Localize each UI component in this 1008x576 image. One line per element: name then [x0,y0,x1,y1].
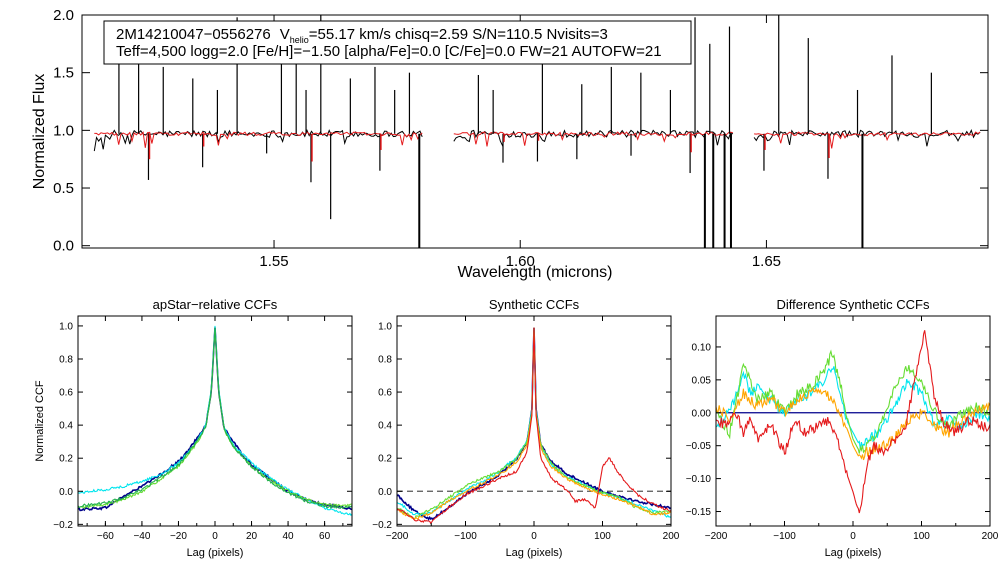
apstar-ccf-xtick-label: −20 [170,531,187,542]
info-line-1: 2M14210047−0556276 Vhelio=55.17 km/s chis… [116,26,608,45]
difference-ccf-xtick-label: 200 [982,531,999,542]
difference-ccf-axes-frame [715,315,991,527]
spectrum-ytick-label: 0.0 [53,238,74,255]
apstar-ccf-series-visit-3 [78,327,352,510]
synthetic-ccf-xtick-label: 100 [594,531,611,542]
spectrum-axes-frame [81,14,989,249]
spectrum-model-chip-3 [754,131,981,149]
synthetic-ccf-ytick-label: 0.2 [378,454,392,465]
spectrum-info-box: 2M14210047−0556276 Vhelio=55.17 km/s chis… [103,20,692,65]
synthetic-ccf-ytick-label: 0.8 [378,354,392,365]
difference-ccf-series-visit-4 [716,330,990,514]
apstar-ccf-ytick-label: 0.4 [59,421,73,432]
info-star-id: 2M14210047−0556276 [116,26,271,43]
difference-ccf-ytick-label: 0.10 [692,342,712,353]
synthetic-ccf-xtick-label: 0 [531,531,537,542]
apstar-ccf-ytick-label: 1.0 [59,321,73,332]
synthetic-ccf-title: Synthetic CCFs [489,297,580,312]
apstar-ccf-ylabel: Normalized CCF [34,380,46,462]
difference-ccf-xlabel: Lag (pixels) [825,547,882,559]
spectrum-ylabel: Normalized Flux [31,74,48,190]
apstar-ccf-axes: −60 −40 −20 0 20 40 60 −0.2 0.0 0.2 0.4 0.6 0.8 1.0 La… [34,316,352,559]
synthetic-ccf-ytick-label: 1.0 [378,321,392,332]
spectrum-panel: 1.55 1.60 1.65 0.0 0.5 1.0 1.5 2.0 Wavelength (m… [31,7,989,281]
difference-ccf-ytick-label: 0.00 [692,408,712,419]
synthetic-ccf-panel: Synthetic CCFs −200 −100 0 100 200 −0.2 0.0 0.2… [372,297,680,559]
apstar-ccf-xtick-label: 60 [319,531,331,542]
spectrum-model-chip-1 [94,131,423,148]
spectrum-xtick-label: 1.65 [752,253,781,270]
difference-ccf-series-visit-3 [716,386,990,461]
apstar-ccf-xtick-label: 20 [246,531,258,542]
synthetic-ccf-xtick-label: −100 [454,531,477,542]
difference-ccf-xtick-label: 100 [913,531,930,542]
spectrum-xtick-label: 1.55 [259,253,288,270]
difference-ccf-series-visit-2 [716,349,990,454]
difference-ccf-panel: Difference Synthetic CCFs −200 −100 0 100 20… [686,297,999,559]
apstar-ccf-xtick-label: −60 [97,531,114,542]
synthetic-ccf-xtick-label: 200 [663,531,680,542]
info-v-prefix: V [280,26,290,43]
apstar-ccf-series-combined [78,327,352,512]
spectrum-ytick-label: 1.0 [53,122,74,139]
spectrum-axes: 1.55 1.60 1.65 0.0 0.5 1.0 1.5 2.0 Wavelength (m… [31,7,988,281]
apstar-ccf-ytick-label: 0.0 [59,487,73,498]
apstar-ccf-ytick-label: 0.8 [59,354,73,365]
synthetic-ccf-ytick-label: 0.4 [378,421,392,432]
info-line-2: Teff=4,500 logg=2.0 [Fe/H]=−1.50 [alpha/… [116,43,662,60]
synthetic-ccf-ytick-label: 0.0 [378,487,392,498]
difference-ccf-ytick-label: −0.15 [686,507,712,518]
synthetic-ccf-ytick-label: −0.2 [372,520,392,531]
apstar-ccf-curves [78,325,352,517]
apstar-ccf-xtick-label: 0 [212,531,218,542]
apstar-ccf-xlabel: Lag (pixels) [187,547,244,559]
difference-ccf-ytick-label: 0.05 [692,375,712,386]
apstar-ccf-series-visit-1 [78,325,352,517]
difference-ccf-ytick-label: −0.05 [686,441,712,452]
synthetic-ccf-xlabel: Lag (pixels) [506,547,563,559]
difference-ccf-xtick-label: −100 [773,531,796,542]
difference-ccf-ytick-label: −0.10 [686,474,712,485]
apstar-ccf-series-visit-2 [78,329,352,510]
synthetic-ccf-plot-area [397,327,671,525]
spectrum-observed-chip-3 [753,129,981,147]
synthetic-ccf-axes: −200 −100 0 100 200 −0.2 0.0 0.2 0.4 0.6 0.8 1.0 Lag… [372,316,680,559]
apstar-ccf-ytick-label: 0.2 [59,454,73,465]
synthetic-ccf-curves [397,327,671,525]
spectrum-model-chip-2 [453,131,734,147]
info-v-rest: =55.17 km/s chisq=2.59 S/N=110.5 Nvisits… [309,26,608,43]
apstar-ccf-ytick-label: 0.6 [59,388,73,399]
synthetic-ccf-xtick-label: −200 [386,531,409,542]
apstar-ccf-xtick-label: 40 [283,531,295,542]
apstar-ccf-axes-frame [77,315,353,527]
synthetic-ccf-series-visit-4 [397,327,671,525]
synthetic-ccf-series-combined [397,327,671,521]
apstar-ccf-ytick-label: −0.2 [53,520,73,531]
spectrum-xtick-label: 1.60 [506,253,535,270]
apstar-ccf-title: apStar−relative CCFs [153,297,278,312]
apstar-ccf-xtick-label: −40 [133,531,150,542]
info-box-frame [103,20,692,65]
difference-ccf-plot-area [716,330,990,514]
spectrum-xlabel: Wavelength (microns) [457,264,612,281]
difference-ccf-title: Difference Synthetic CCFs [777,297,930,312]
spectrum-ytick-label: 2.0 [53,7,74,24]
synthetic-ccf-ytick-label: 0.6 [378,388,392,399]
info-v-subscript: helio [290,35,309,45]
apstar-ccf-plot-area [78,325,352,517]
apstar-ccf-panel: apStar−relative CCFs −60 −40 −20 0 20 40 60 −0.… [34,297,353,559]
spectrum-ytick-label: 0.5 [53,180,74,197]
difference-ccf-xtick-label: −200 [705,531,728,542]
spectrum-ytick-label: 1.5 [53,65,74,82]
difference-ccf-xtick-label: 0 [850,531,856,542]
difference-ccf-curves [716,330,990,514]
difference-ccf-axes: −200 −100 0 100 200 −0.15 −0.10 −0.05 0.00 0.05 0.… [686,316,999,559]
